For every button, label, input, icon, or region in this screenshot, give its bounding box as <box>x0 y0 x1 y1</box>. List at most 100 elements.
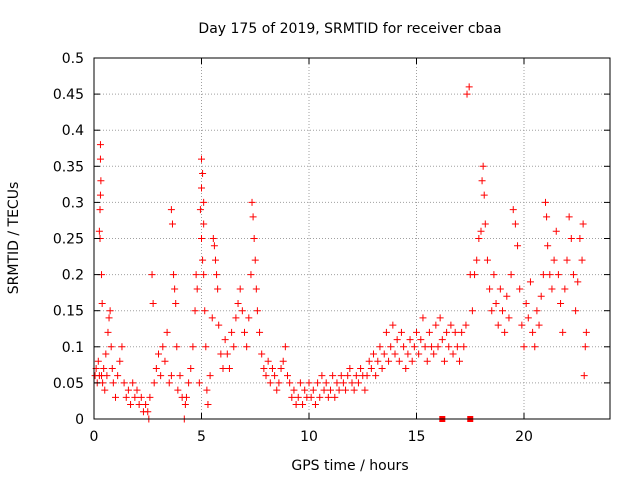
data-point <box>322 379 330 387</box>
data-point <box>397 328 405 336</box>
data-point <box>445 343 453 351</box>
data-point <box>189 343 197 351</box>
y-tick-label: 0.25 <box>53 232 84 248</box>
data-point <box>393 336 401 344</box>
data-point <box>163 328 171 336</box>
data-point <box>526 278 534 286</box>
data-point <box>248 198 256 206</box>
data-point <box>96 141 104 149</box>
data-point <box>475 235 483 242</box>
data-point <box>354 379 362 387</box>
data-point <box>161 357 169 365</box>
data-point <box>214 285 222 293</box>
data-point <box>105 314 113 322</box>
data-point <box>99 379 107 387</box>
data-point <box>490 271 498 279</box>
data-point <box>434 343 442 351</box>
data-point <box>157 372 165 380</box>
data-point <box>198 235 205 242</box>
y-tick-label: 0.35 <box>53 159 84 175</box>
data-point <box>316 393 324 401</box>
data-point <box>219 364 227 372</box>
data-point <box>165 379 173 387</box>
y-tick-label: 0.15 <box>53 304 84 320</box>
data-point <box>318 372 326 380</box>
data-point <box>357 364 365 372</box>
data-point <box>124 386 132 394</box>
data-point <box>425 328 433 336</box>
y-tick-labels: 0 0.05 0.1 0.15 0.2 0.25 0.3 0.35 0.4 0.45 0.5 <box>53 51 84 428</box>
data-point <box>250 235 258 242</box>
data-point <box>408 357 416 365</box>
y-tick-label: 0 <box>75 412 84 428</box>
data-point <box>170 271 178 279</box>
data-point <box>260 364 268 372</box>
data-point <box>122 393 130 401</box>
data-point <box>168 220 176 228</box>
data-point <box>247 271 255 279</box>
data-point <box>296 379 304 387</box>
data-point <box>171 285 179 293</box>
data-point <box>505 314 513 322</box>
data-point <box>96 191 104 199</box>
data-point <box>133 386 141 394</box>
data-point <box>135 401 143 409</box>
data-point <box>249 213 257 221</box>
data-point <box>204 401 212 409</box>
data-point <box>142 401 150 409</box>
data-point <box>208 314 216 322</box>
data-point <box>200 220 208 228</box>
data-point <box>524 314 532 322</box>
data-point <box>535 321 543 329</box>
data-point <box>370 350 377 358</box>
data-point <box>96 155 104 163</box>
data-point <box>559 328 567 336</box>
data-point <box>217 350 225 358</box>
data-point <box>348 379 356 387</box>
data-point <box>275 379 283 387</box>
data-point <box>230 343 238 351</box>
data-point <box>376 343 384 351</box>
data-point <box>443 328 451 336</box>
data-point <box>108 364 116 372</box>
data-point <box>95 227 103 235</box>
data-point <box>107 343 115 351</box>
data-point <box>106 307 114 315</box>
data-point <box>432 321 440 329</box>
data-point <box>252 285 260 293</box>
data-point <box>173 343 181 351</box>
data-point <box>148 271 156 279</box>
data-point <box>103 372 111 380</box>
data-point <box>284 372 291 380</box>
data-point <box>496 285 504 293</box>
data-point <box>428 343 436 351</box>
data-point <box>488 307 496 315</box>
data-point <box>245 314 253 322</box>
data-point <box>290 386 298 394</box>
data-point <box>210 242 218 250</box>
data-point <box>453 343 461 351</box>
data-point <box>200 198 208 206</box>
data-point <box>264 357 272 365</box>
data-point <box>320 386 328 394</box>
data-point <box>410 343 418 351</box>
data-point <box>580 372 588 380</box>
data-point <box>200 271 208 279</box>
y-tick-label: 0.1 <box>62 340 84 356</box>
data-point <box>567 235 575 242</box>
data-point <box>155 350 162 358</box>
data-point <box>550 256 558 264</box>
data-point <box>97 177 105 185</box>
data-point <box>116 357 124 365</box>
data-point <box>221 336 229 344</box>
data-point <box>299 401 307 409</box>
data-point <box>201 307 209 315</box>
data-point <box>96 206 104 214</box>
data-point <box>382 328 390 336</box>
data-point <box>415 350 423 358</box>
data-point <box>554 271 562 279</box>
data-point <box>486 285 494 293</box>
data-point <box>203 386 211 394</box>
data-point <box>144 408 152 416</box>
